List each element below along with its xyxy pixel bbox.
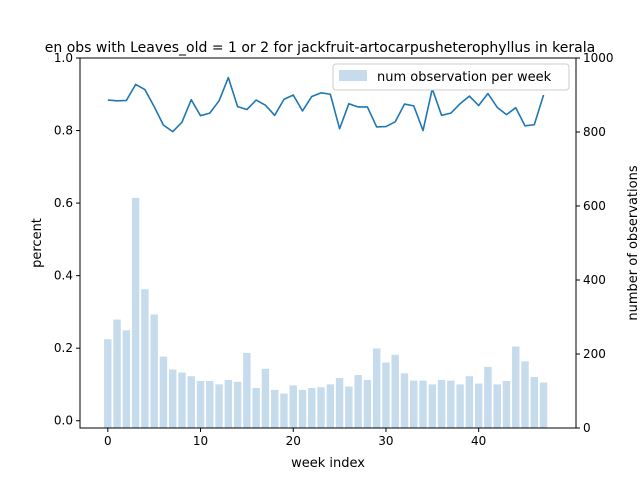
bar — [308, 388, 316, 428]
bar — [474, 383, 483, 428]
bar — [298, 389, 307, 428]
bar — [196, 381, 205, 428]
bar — [456, 384, 464, 428]
bar — [410, 380, 418, 428]
y-left-tick-label: 1.0 — [54, 51, 73, 65]
bar — [233, 381, 242, 428]
y-left-axis-label: percent — [30, 218, 45, 268]
y-left-tick-label: 0.8 — [54, 124, 73, 138]
x-tick-label: 0 — [104, 434, 112, 448]
y-right-tick-label: 400 — [583, 273, 606, 287]
y-right-axis-ticks: 0 200 400 600 800 1000 — [576, 51, 614, 435]
y-left-tick-label: 0.0 — [54, 414, 73, 428]
x-tick-label: 20 — [286, 434, 301, 448]
bar — [400, 373, 409, 428]
bar — [159, 356, 168, 428]
bar — [224, 379, 233, 428]
bar — [122, 330, 131, 428]
y-left-tick-label: 0.6 — [54, 196, 73, 210]
bar — [169, 369, 177, 428]
bar — [437, 379, 446, 428]
bar — [280, 393, 288, 428]
bar — [206, 381, 214, 428]
bar — [104, 339, 112, 428]
x-tick-label: 30 — [378, 434, 393, 448]
x-axis-label: week index — [291, 456, 365, 471]
x-axis-ticks: 0 10 20 30 40 — [104, 428, 486, 448]
y-right-tick-label: 0 — [583, 421, 591, 435]
legend-box — [332, 63, 570, 91]
y-right-axis-label: number of observations — [626, 165, 640, 320]
plot-frame — [79, 57, 577, 429]
legend-swatch — [339, 70, 367, 81]
bar — [215, 384, 223, 428]
line-layer — [107, 76, 545, 133]
bar — [521, 361, 529, 428]
bar — [539, 382, 548, 428]
bar — [447, 380, 455, 428]
bar — [363, 379, 372, 428]
bar — [252, 388, 260, 428]
bar — [150, 314, 158, 428]
bar — [354, 375, 362, 428]
legend: num observation per week — [332, 63, 570, 91]
percent-line — [107, 76, 545, 133]
y-right-tick-label: 600 — [583, 199, 606, 213]
y-left-tick-label: 0.4 — [54, 269, 73, 283]
y-right-tick-label: 800 — [583, 125, 606, 139]
bar — [391, 354, 399, 428]
chart-title: en obs with Leaves_old = 1 or 2 for jack… — [45, 40, 595, 56]
y-right-tick-label: 1000 — [583, 51, 614, 65]
bar — [141, 289, 149, 428]
bar — [243, 352, 251, 428]
bar — [178, 372, 186, 428]
bar — [289, 385, 297, 428]
bar — [493, 384, 501, 428]
legend-label: num observation per week — [377, 70, 552, 85]
bar — [465, 376, 474, 428]
y-right-tick-label: 200 — [583, 347, 606, 361]
x-tick-label: 40 — [471, 434, 486, 448]
y-left-axis-ticks: 0.0 0.2 0.4 0.6 0.8 1.0 — [54, 51, 80, 428]
bar — [530, 376, 538, 428]
bar — [187, 376, 195, 428]
bar — [484, 366, 492, 428]
bar — [113, 319, 121, 428]
bar — [335, 378, 344, 428]
bar — [317, 387, 325, 428]
bar — [345, 386, 353, 428]
bar — [419, 380, 427, 428]
bar — [131, 197, 140, 428]
bars-layer — [104, 197, 548, 428]
bar — [428, 384, 437, 428]
bar — [261, 368, 270, 428]
x-tick-label: 10 — [193, 434, 208, 448]
y-left-tick-label: 0.2 — [54, 341, 73, 355]
bar — [270, 389, 279, 428]
bar — [502, 381, 511, 428]
bar — [326, 384, 335, 428]
bar — [372, 348, 381, 428]
bar — [382, 362, 390, 428]
bar — [512, 346, 520, 428]
